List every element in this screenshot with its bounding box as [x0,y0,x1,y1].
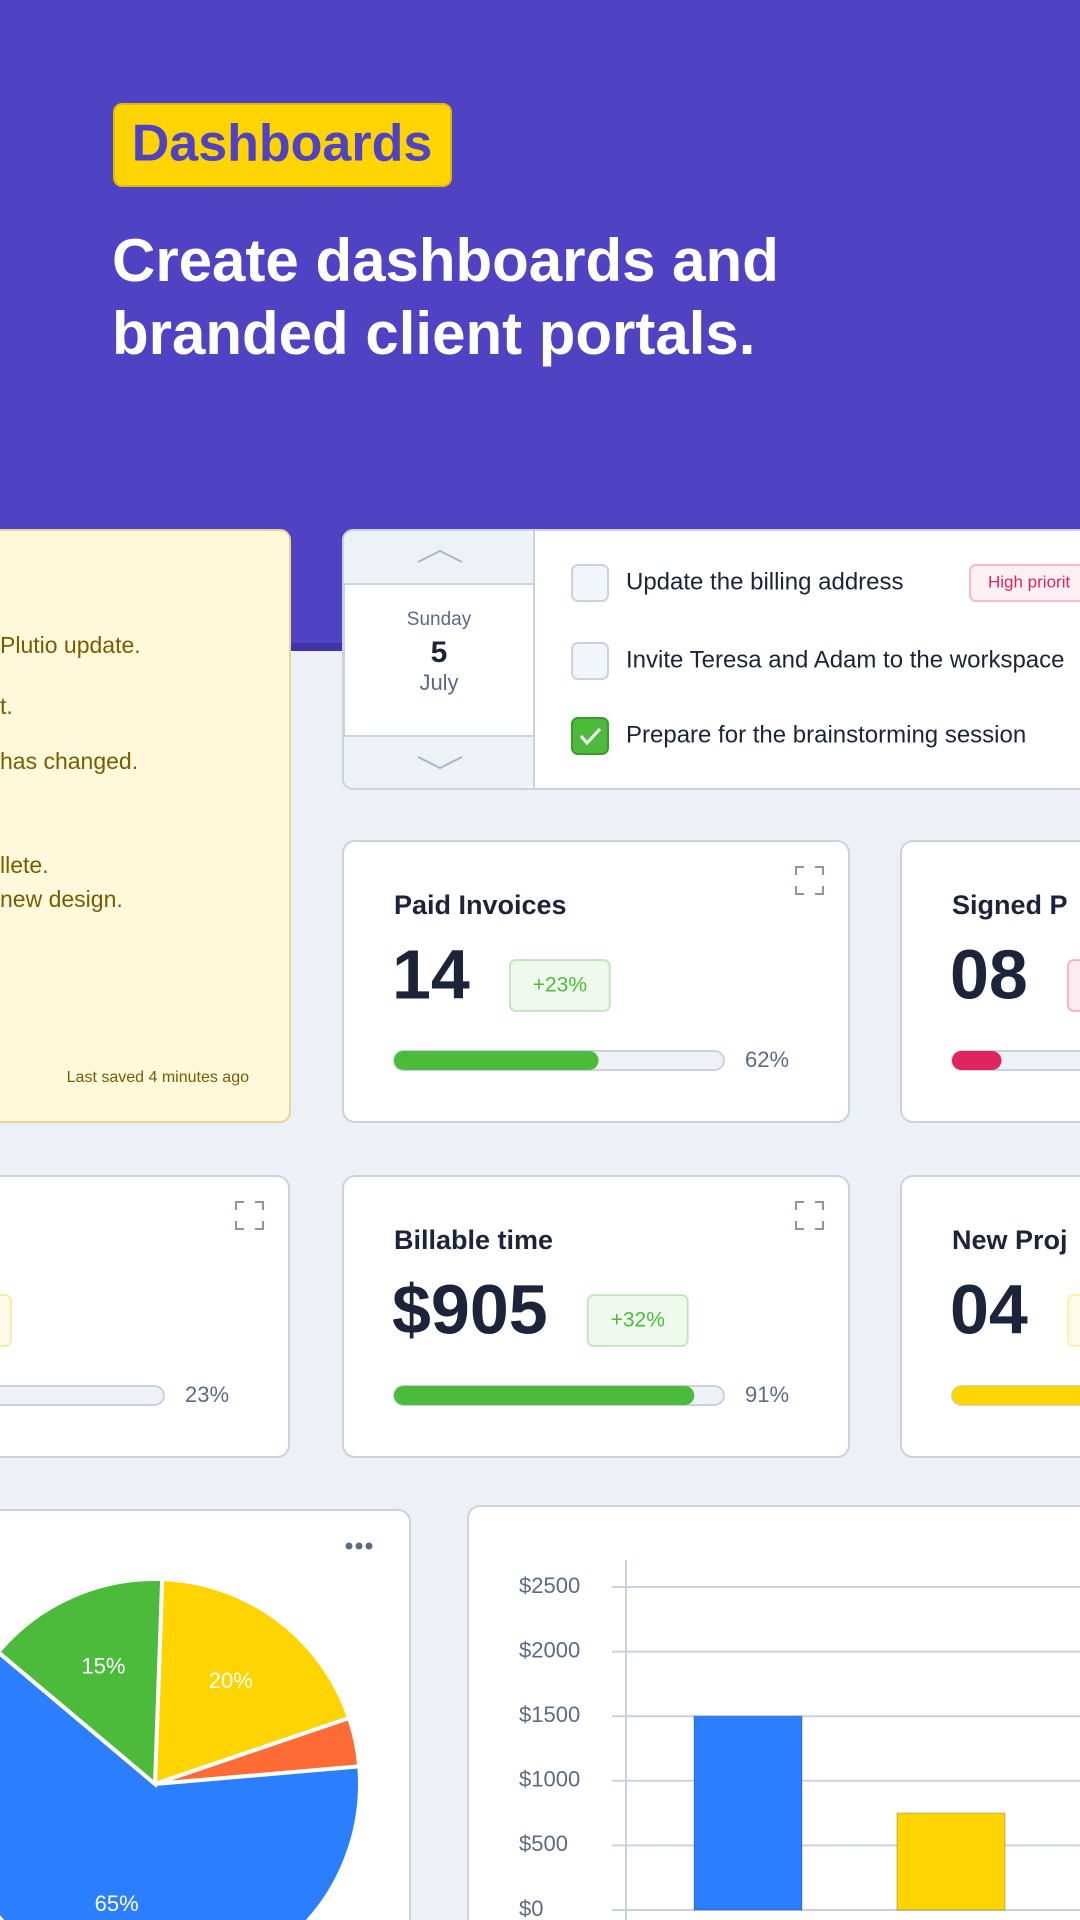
progress-track [0,1385,165,1406]
notes-card [0,529,291,1123]
arrow-down[interactable] [417,756,463,770]
change-badge [586,1294,689,1347]
checkmark [579,727,602,746]
stat-card: Paid Invoices 14 +23% 62% [342,840,850,1123]
change-badge [0,1294,12,1347]
badge [113,103,452,187]
note-footer: Last saved 4 minutes ago [67,1069,249,1086]
y-tick-label: $1500 [519,1702,580,1727]
progress-label: 91% [745,1382,789,1407]
stat-card: Billable time $905 +32% 91% [342,1175,850,1458]
headline: branded client portals. [112,300,755,367]
task-label: Prepare for the brainstorming session [626,721,1026,748]
stat-title: Signed P [952,890,1068,920]
y-tick-label: $0 [519,1896,543,1920]
progress-bar [394,1051,599,1070]
pie-slice [0,1577,165,1789]
stat-value: 04 [950,1270,1028,1348]
stat-title: Billable time [394,1225,553,1255]
note-line: llete. [0,852,49,878]
stat-card: ts2+2%23% [0,1175,290,1458]
note-line: Plutio update. [0,632,141,658]
stat-value: 08 [950,935,1028,1013]
expand-icon[interactable] [795,1201,824,1230]
stat-card: New Proj 04 [900,1175,1080,1458]
menu-dot[interactable] [355,1542,363,1550]
headline: Create dashboards and [112,227,779,294]
note-line: t. [0,693,13,719]
day: 5 [431,636,448,669]
progress-label: 23% [185,1382,229,1407]
slice-label: 20% [209,1668,253,1693]
weekday: Sunday [407,609,472,630]
change-badge [508,959,611,1012]
slice-label: 15% [81,1654,125,1679]
stat-card: Signed P 08 [900,840,1080,1123]
progress-label: 62% [745,1047,789,1072]
note-line: has changed. [0,748,138,774]
progress-bar [394,1386,695,1405]
calendar-date [343,583,535,737]
change-text: +23% [533,974,587,997]
note-line: new design. [0,886,123,912]
pie-slice [0,1650,362,1920]
badge-text: Dashboards [132,115,433,173]
month: July [419,670,458,695]
y-tick-label: $500 [519,1831,568,1856]
checkbox[interactable] [571,717,609,755]
priority-tag [969,564,1080,602]
change-badge [1066,959,1080,1012]
stat-value: $905 [392,1270,548,1348]
stat-title: New Proj [952,1225,1068,1255]
checkbox[interactable] [571,564,609,602]
y-tick-label: $1000 [519,1767,580,1792]
y-tick-label: $2500 [519,1573,580,1598]
card [0,1175,290,1458]
arrow-up[interactable] [417,549,463,563]
progress-bar [952,1051,1002,1070]
stat-value: 14 [392,935,470,1013]
checkbox[interactable] [571,642,609,680]
progress-bar [952,1386,1080,1405]
task-label: Invite Teresa and Adam to the workspace [626,646,1064,673]
menu-dot[interactable] [365,1542,373,1550]
task-label: Update the billing address [626,568,904,595]
slice-label: 65% [95,1891,139,1916]
expand-icon[interactable] [235,1201,264,1230]
bar [896,1812,1006,1911]
expand-icon[interactable] [795,866,824,895]
menu-dot[interactable] [345,1542,353,1550]
priority-text: High priorit [988,572,1070,591]
change-badge [1066,1294,1080,1347]
stat-title: Paid Invoices [394,890,567,920]
bar [693,1715,803,1911]
y-tick-label: $2000 [519,1637,580,1662]
change-text: +32% [611,1309,665,1332]
